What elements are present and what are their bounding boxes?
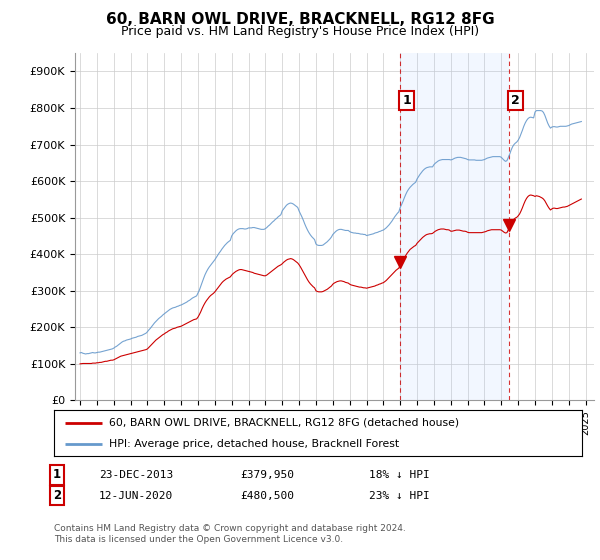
Text: £379,950: £379,950 <box>240 470 294 480</box>
Text: £480,500: £480,500 <box>240 491 294 501</box>
Text: 23% ↓ HPI: 23% ↓ HPI <box>369 491 430 501</box>
Text: 12-JUN-2020: 12-JUN-2020 <box>99 491 173 501</box>
Text: 1: 1 <box>53 468 61 482</box>
Text: 1: 1 <box>402 94 411 107</box>
Bar <box>400 53 509 400</box>
Text: Contains HM Land Registry data © Crown copyright and database right 2024.
This d: Contains HM Land Registry data © Crown c… <box>54 524 406 544</box>
Text: 60, BARN OWL DRIVE, BRACKNELL, RG12 8FG (detached house): 60, BARN OWL DRIVE, BRACKNELL, RG12 8FG … <box>109 418 460 428</box>
Text: HPI: Average price, detached house, Bracknell Forest: HPI: Average price, detached house, Brac… <box>109 439 400 449</box>
Text: Price paid vs. HM Land Registry's House Price Index (HPI): Price paid vs. HM Land Registry's House … <box>121 25 479 38</box>
Text: 2: 2 <box>53 489 61 502</box>
Text: 2: 2 <box>511 94 520 107</box>
Text: 18% ↓ HPI: 18% ↓ HPI <box>369 470 430 480</box>
Text: 23-DEC-2013: 23-DEC-2013 <box>99 470 173 480</box>
Text: 60, BARN OWL DRIVE, BRACKNELL, RG12 8FG: 60, BARN OWL DRIVE, BRACKNELL, RG12 8FG <box>106 12 494 27</box>
